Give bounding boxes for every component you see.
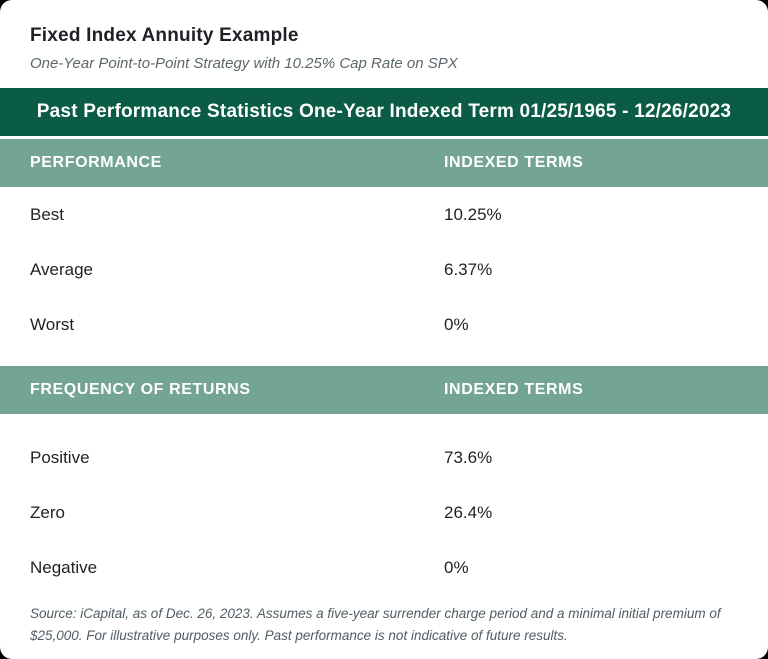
table-row: Worst 0% — [0, 297, 768, 352]
row-value: 26.4% — [444, 502, 493, 522]
indexed-terms-column-header: INDEXED TERMS — [444, 381, 584, 398]
row-value: 0% — [444, 314, 469, 334]
performance-section-header: PERFORMANCE INDEXED TERMS — [0, 139, 768, 187]
frequency-section-header: FREQUENCY OF RETURNS INDEXED TERMS — [0, 366, 768, 414]
table-row: Zero 26.4% — [0, 485, 768, 540]
table-row: Average 6.37% — [0, 242, 768, 297]
page-subtitle: One-Year Point-to-Point Strategy with 10… — [30, 55, 458, 72]
row-value: 73.6% — [444, 447, 493, 467]
row-value: 0% — [444, 557, 469, 577]
frequency-column-header: FREQUENCY OF RETURNS — [30, 381, 251, 398]
table-row: Negative 0% — [0, 540, 768, 595]
row-value: 10.25% — [444, 204, 502, 224]
past-performance-banner: Past Performance Statistics One-Year Ind… — [0, 88, 768, 136]
performance-column-header: PERFORMANCE — [30, 154, 162, 171]
row-label: Worst — [30, 314, 75, 334]
page-title: Fixed Index Annuity Example — [30, 25, 299, 46]
section-divider — [0, 352, 768, 366]
row-value: 6.37% — [444, 259, 493, 279]
performance-rows: Best 10.25% Average 6.37% Worst 0% — [0, 187, 768, 352]
table-row: Best 10.25% — [0, 187, 768, 242]
indexed-terms-column-header: INDEXED TERMS — [444, 154, 584, 171]
card-header: Fixed Index Annuity Example One-Year Poi… — [0, 0, 768, 74]
row-label: Negative — [30, 557, 98, 577]
row-label: Zero — [30, 502, 65, 522]
row-label: Average — [30, 259, 94, 279]
table-row: Positive 73.6% — [0, 430, 768, 485]
row-label: Best — [30, 204, 65, 224]
source-disclaimer: Source: iCapital, as of Dec. 26, 2023. A… — [30, 606, 721, 643]
row-label: Positive — [30, 447, 90, 467]
banner-text: Past Performance Statistics One-Year Ind… — [36, 101, 732, 122]
frequency-rows: Positive 73.6% Zero 26.4% Negative 0% — [0, 414, 768, 595]
